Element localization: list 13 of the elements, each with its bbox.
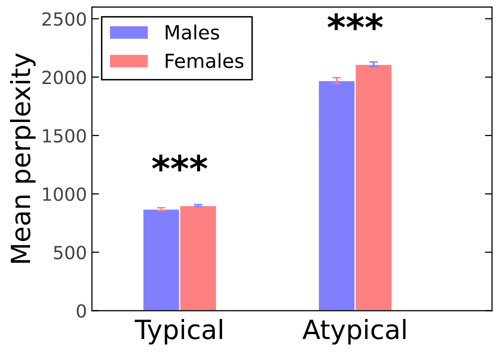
- y-tick-label: 0: [76, 304, 86, 318]
- x-tick-label: Typical: [134, 318, 222, 345]
- legend-label: Females: [166, 53, 244, 68]
- annotation: ***: [328, 13, 383, 30]
- legend-label: Males: [166, 24, 220, 40]
- annotation: ***: [152, 154, 208, 172]
- y-tick-label: 1500: [43, 128, 86, 143]
- x-tick-label: Atypical: [302, 318, 406, 345]
- y-tick-label: 500: [54, 246, 86, 260]
- y-axis-title: Mean perplexity: [10, 53, 36, 263]
- y-tick-label: 1000: [43, 187, 86, 201]
- y-tick-label: 2000: [42, 70, 86, 84]
- y-tick-label: 2500: [42, 12, 86, 26]
